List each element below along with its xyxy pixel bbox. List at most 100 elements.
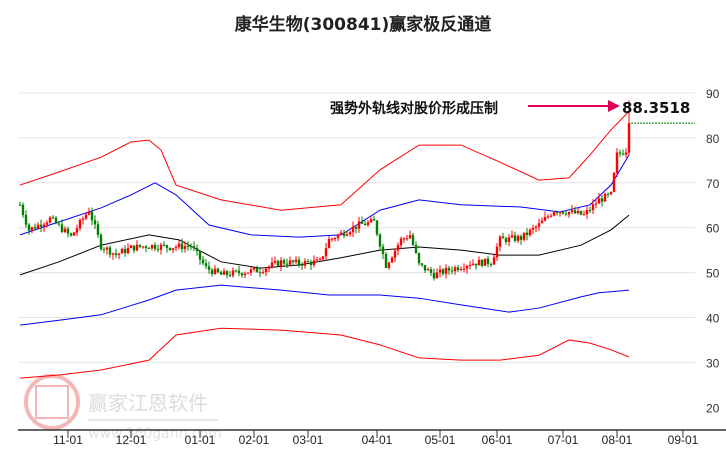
candle-body <box>117 253 121 255</box>
candle-body <box>453 267 457 272</box>
candle-body <box>465 265 469 269</box>
candle-body <box>36 224 40 229</box>
candle-body <box>546 216 550 218</box>
outer-upper-band <box>19 111 630 211</box>
candle-body <box>468 265 472 267</box>
candle-body <box>363 223 367 226</box>
candle-body <box>444 267 448 274</box>
candle-body <box>210 269 214 275</box>
candle-body <box>57 223 61 225</box>
candle-body <box>42 224 46 227</box>
candle-body <box>501 236 505 239</box>
candle-body <box>189 246 193 248</box>
candle-body <box>318 259 322 261</box>
candle-body <box>489 263 493 265</box>
candle-body <box>18 204 22 206</box>
watermark-seal-icon <box>24 374 80 430</box>
candle-body <box>108 247 112 255</box>
candle-body <box>618 152 622 154</box>
candle-body <box>96 224 100 235</box>
candle-body <box>600 198 604 202</box>
y-tick-label: 60 <box>706 222 720 236</box>
candle-body <box>330 238 334 240</box>
x-tick-label: 04-01 <box>362 433 393 447</box>
candle-body <box>297 259 301 265</box>
candle-body <box>240 273 244 276</box>
candle-body <box>519 236 523 240</box>
x-tick-label: 02-01 <box>239 433 270 447</box>
candle-body <box>246 272 250 274</box>
candle-body <box>570 210 574 212</box>
candle-body <box>624 152 628 155</box>
candle-body <box>483 258 487 266</box>
candle-body <box>315 259 319 261</box>
candle-body <box>378 234 382 247</box>
candle-body <box>564 213 568 215</box>
candle-body <box>231 270 235 276</box>
candle-body <box>234 270 238 272</box>
candle-body <box>129 245 133 249</box>
candle-body <box>309 261 313 265</box>
candle-body <box>516 236 520 241</box>
candle-body <box>294 259 298 263</box>
candle-body <box>549 215 553 217</box>
candle-body <box>345 234 349 236</box>
candle-body <box>54 217 58 224</box>
candle-body <box>105 247 109 250</box>
candle-body <box>366 222 370 226</box>
inner-lower-band <box>19 284 630 326</box>
candle-body <box>39 224 43 227</box>
candle-body <box>192 246 196 249</box>
candle-body <box>162 244 166 246</box>
candle-body <box>300 264 304 266</box>
chart-title: 康华生物(300841)赢家极反通道 <box>234 15 492 35</box>
candle-body <box>27 224 31 231</box>
candle-body <box>561 212 565 214</box>
candle-body <box>195 248 199 252</box>
candle-body <box>387 262 391 268</box>
candle-body <box>24 215 28 225</box>
candle-body <box>450 270 454 272</box>
candle-body <box>357 221 361 229</box>
candle-body <box>531 227 535 230</box>
candle-body <box>597 198 601 204</box>
candle-body <box>255 267 259 273</box>
candle-body <box>237 270 241 274</box>
candle-body <box>150 244 154 249</box>
candle-body <box>399 238 403 246</box>
candle-body <box>492 257 496 265</box>
candle-body <box>381 246 385 254</box>
candle-body <box>87 211 91 215</box>
candle-body <box>525 232 529 236</box>
candle-body <box>51 217 55 219</box>
candle-body <box>33 227 37 229</box>
candle-body <box>495 246 499 258</box>
candle-body <box>513 235 517 241</box>
x-tick-label: 09-01 <box>668 433 699 447</box>
candle-body <box>591 204 595 211</box>
y-tick-label: 90 <box>706 87 720 101</box>
y-tick-label: 30 <box>706 356 720 370</box>
candle-body <box>72 232 76 236</box>
candle-body <box>144 246 148 248</box>
candle-body <box>426 269 430 271</box>
candle-body <box>594 203 598 205</box>
y-tick-label: 50 <box>706 267 720 281</box>
candle-body <box>177 243 181 248</box>
candle-body <box>288 260 292 265</box>
candle-body <box>498 236 502 247</box>
candle-body <box>78 219 82 229</box>
candle-body <box>276 260 280 266</box>
candle-body <box>219 272 223 275</box>
candle-body <box>135 244 139 251</box>
candle-body <box>99 234 103 250</box>
candle-body <box>324 248 328 257</box>
candle-body <box>243 273 247 276</box>
candle-body <box>477 259 481 266</box>
candle-body <box>198 251 202 260</box>
y-tick-label: 70 <box>706 177 720 191</box>
candle-body <box>576 210 580 214</box>
x-tick-label: 01-01 <box>185 433 216 447</box>
candle-body <box>480 259 484 266</box>
